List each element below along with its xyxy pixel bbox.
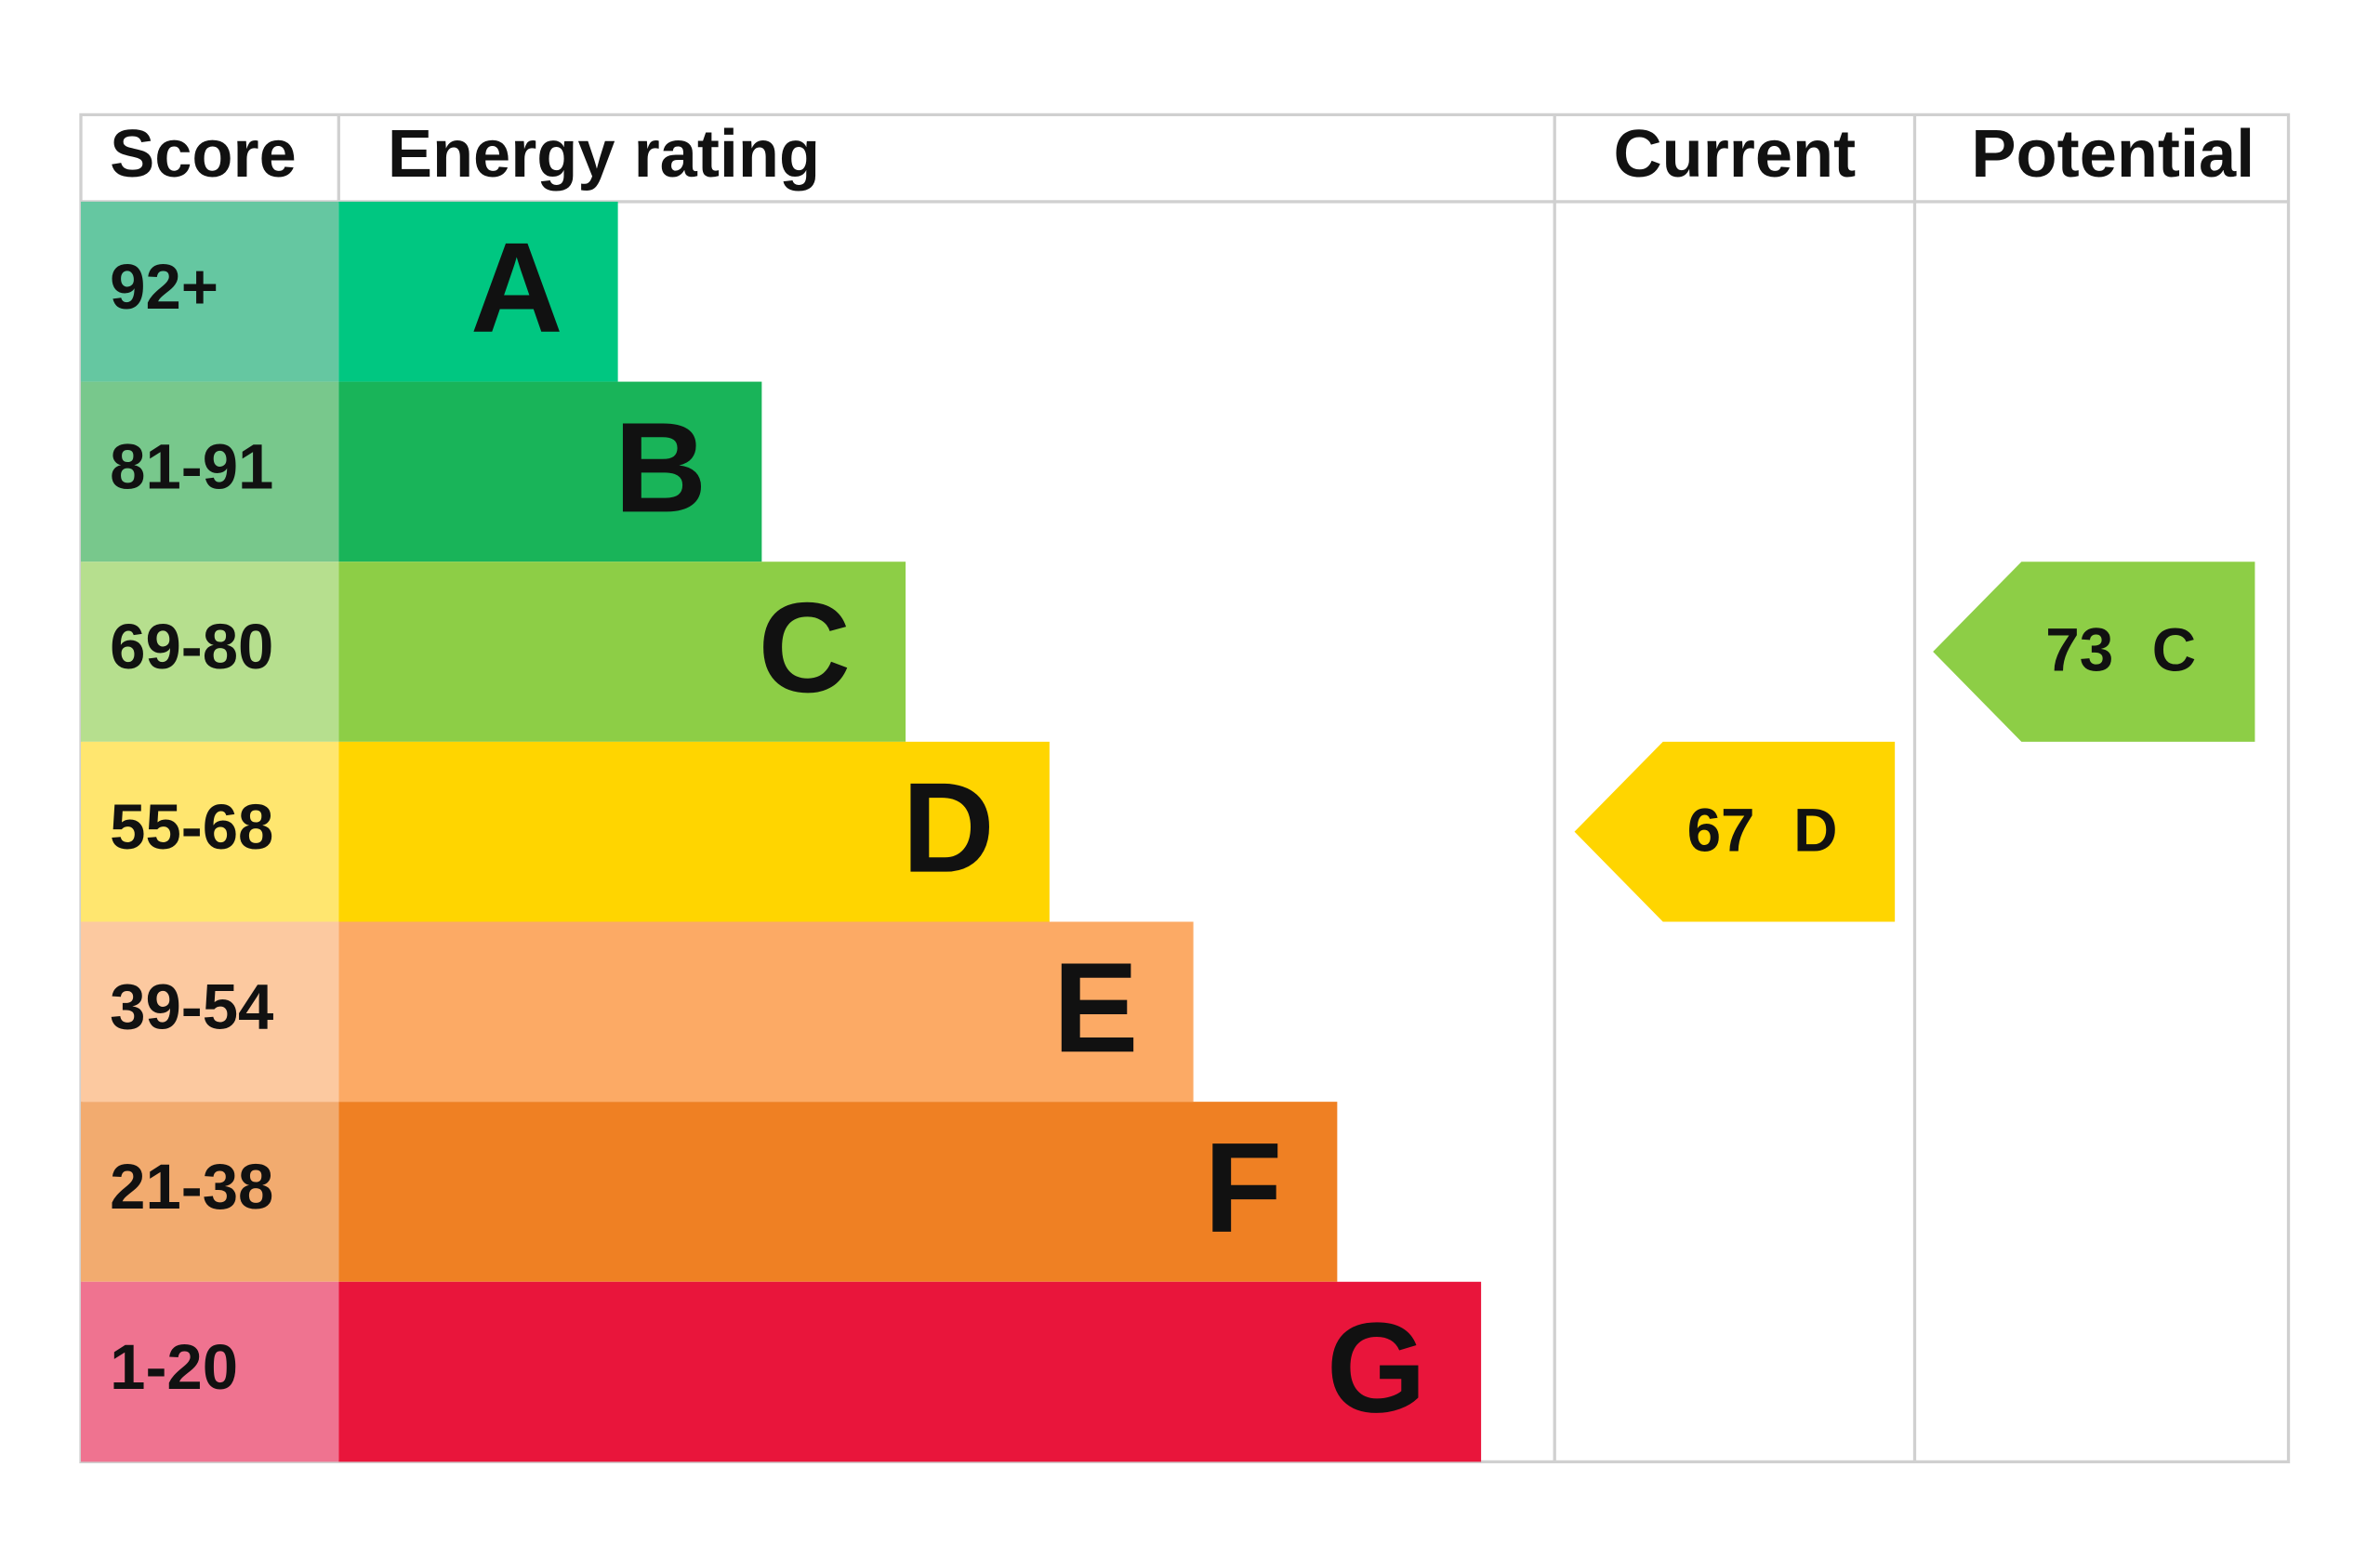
score-label: 69-80 bbox=[110, 611, 273, 682]
score-label: 55-68 bbox=[110, 791, 273, 863]
rating-bar bbox=[338, 201, 618, 382]
rating-letter: E bbox=[1053, 936, 1139, 1079]
header-potential: Potential bbox=[1971, 117, 2254, 192]
score-cell bbox=[80, 1102, 339, 1282]
score-cell bbox=[80, 562, 339, 742]
rating-letter: B bbox=[615, 396, 707, 539]
score-cell bbox=[80, 921, 339, 1103]
current-arrow bbox=[1574, 741, 1896, 922]
rating-bar bbox=[338, 562, 906, 742]
potential-arrow bbox=[1933, 562, 2255, 742]
rating-bar bbox=[338, 381, 762, 562]
score-label: 81-91 bbox=[110, 431, 273, 503]
rating-bar bbox=[338, 1102, 1338, 1282]
rating-letter: C bbox=[758, 576, 851, 720]
rating-bar bbox=[338, 741, 1050, 922]
score-label: 1-20 bbox=[110, 1331, 238, 1403]
rating-bar bbox=[338, 1281, 1482, 1462]
potential-rating: C bbox=[2152, 616, 2196, 684]
score-label: 39-54 bbox=[110, 971, 273, 1043]
current-value: 67 bbox=[1687, 796, 1755, 864]
score-cell bbox=[80, 741, 339, 922]
score-label: 21-38 bbox=[110, 1151, 273, 1222]
rating-bar bbox=[338, 921, 1194, 1103]
rating-letter: A bbox=[470, 217, 563, 360]
rating-letter: G bbox=[1327, 1297, 1426, 1440]
rating-letter: F bbox=[1204, 1117, 1282, 1260]
score-cell bbox=[80, 381, 339, 562]
potential-value: 73 bbox=[2045, 616, 2113, 684]
score-cell bbox=[80, 1281, 339, 1462]
current-rating: D bbox=[1793, 796, 1837, 864]
header-score: Score bbox=[110, 117, 297, 192]
header-current: Current bbox=[1613, 117, 1856, 192]
score-cell bbox=[80, 201, 339, 382]
score-label: 92+ bbox=[110, 251, 218, 323]
rating-letter: D bbox=[902, 757, 995, 900]
header-energy-rating: Energy rating bbox=[388, 117, 820, 192]
